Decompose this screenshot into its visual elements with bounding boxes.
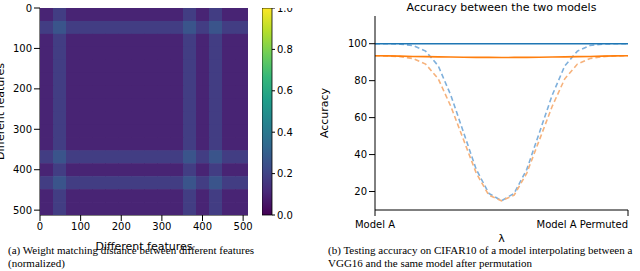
svg-text:300: 300 — [152, 221, 171, 232]
svg-text:Model A: Model A — [355, 219, 395, 230]
svg-text:0.6: 0.6 — [277, 85, 293, 96]
svg-text:500: 500 — [13, 205, 32, 216]
svg-text:20: 20 — [354, 186, 367, 197]
svg-text:0.8: 0.8 — [277, 44, 293, 55]
svg-text:80: 80 — [354, 75, 367, 86]
svg-text:400: 400 — [13, 164, 32, 175]
svg-text:200: 200 — [13, 83, 32, 94]
svg-text:500: 500 — [234, 221, 253, 232]
svg-text:100: 100 — [13, 43, 32, 54]
svg-text:40: 40 — [354, 149, 367, 160]
svg-text:Model A Permuted: Model A Permuted — [537, 219, 628, 230]
svg-text:100: 100 — [348, 38, 367, 49]
svg-text:Accuracy: Accuracy — [320, 87, 331, 138]
svg-text:λ: λ — [498, 232, 505, 242]
svg-text:1.0: 1.0 — [277, 8, 293, 14]
svg-text:400: 400 — [193, 221, 212, 232]
svg-text:60: 60 — [354, 112, 367, 123]
svg-text:300: 300 — [13, 124, 32, 135]
html-text:(a) Weight matching distance b: (a) Weight matching distance between dif… — [8, 244, 255, 269]
html-text:(b) Testing accuracy on CIFAR1: (b) Testing accuracy on CIFAR10 of a mod… — [328, 244, 633, 269]
svg-text:100: 100 — [71, 221, 90, 232]
svg-text:0: 0 — [26, 3, 32, 14]
svg-text:0: 0 — [37, 221, 43, 232]
svg-text:0.0: 0.0 — [277, 210, 293, 221]
svg-text:200: 200 — [112, 221, 131, 232]
html-text:Accuracy between the two model: Accuracy between the two models — [406, 1, 597, 14]
svg-text:0.4: 0.4 — [277, 127, 293, 138]
svg-text:0.2: 0.2 — [277, 168, 293, 179]
